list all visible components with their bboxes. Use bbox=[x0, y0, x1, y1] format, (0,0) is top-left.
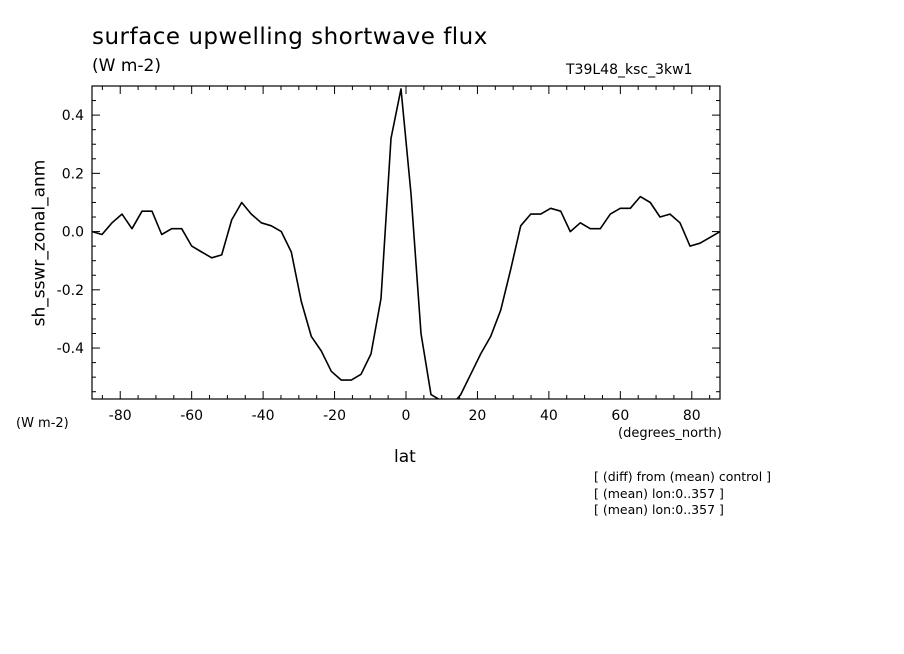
x-tick-label: 20 bbox=[469, 408, 487, 424]
plot-frame bbox=[91, 85, 721, 400]
x-tick-label: 40 bbox=[540, 408, 558, 424]
x-tick-label: -60 bbox=[180, 408, 203, 424]
axis-tick-labels: -80 -60 -40 -20 0 20 40 60 80 -0.4 -0.2 0.0 0.2 0.4 bbox=[57, 108, 701, 424]
x-tick-label: 60 bbox=[611, 408, 629, 424]
axis-ticks bbox=[92, 85, 720, 399]
chart-title: surface upwelling shortwave flux bbox=[92, 24, 488, 50]
y-tick-label: -0.4 bbox=[57, 341, 84, 357]
x-tick-label: -40 bbox=[252, 408, 275, 424]
x-tick-label: 80 bbox=[683, 408, 701, 424]
note-mean-lon-1: [ (mean) lon:0..357 ] bbox=[594, 486, 724, 501]
x-tick-label: 0 bbox=[402, 408, 411, 424]
y-axis-unit: (W m-2) bbox=[16, 416, 69, 431]
y-tick-label: -0.2 bbox=[57, 283, 84, 299]
run-label: T39L48_ksc_3kw1 bbox=[566, 62, 693, 78]
x-axis-label: lat bbox=[394, 447, 416, 467]
x-tick-label: -20 bbox=[323, 408, 346, 424]
x-tick-label: -80 bbox=[109, 408, 132, 424]
note-diff-from-control: [ (diff) from (mean) control ] bbox=[594, 469, 772, 484]
y-tick-label: 0.4 bbox=[62, 108, 84, 124]
series-line bbox=[92, 88, 720, 399]
y-tick-label: 0.2 bbox=[62, 166, 84, 182]
note-mean-lon-2: [ (mean) lon:0..357 ] bbox=[594, 502, 724, 517]
y-tick-label: 0.0 bbox=[62, 225, 84, 241]
chart-subtitle-units: (W m-2) bbox=[92, 56, 161, 76]
x-axis-unit: (degrees_north) bbox=[618, 426, 722, 441]
